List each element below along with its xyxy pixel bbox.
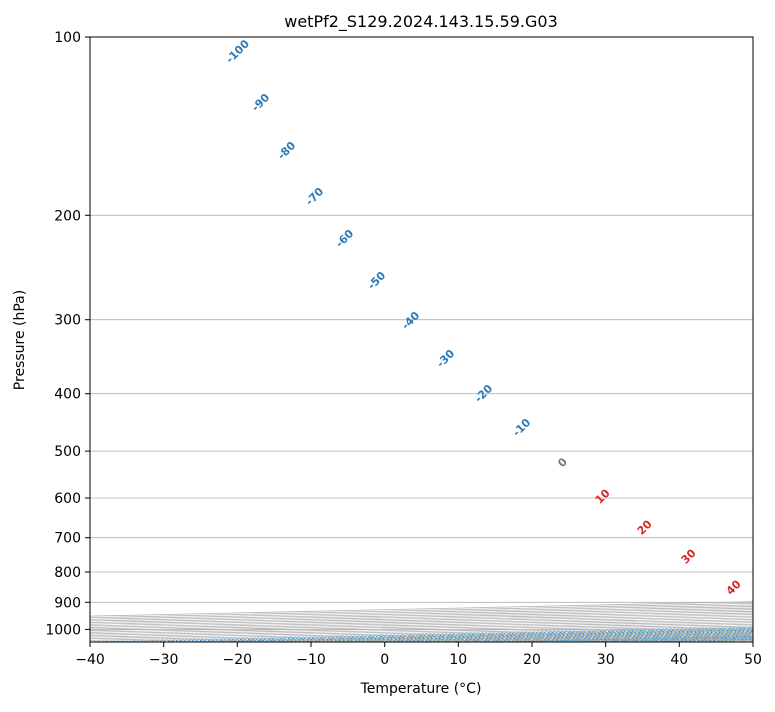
chart-title: wetPf2_S129.2024.143.15.59.G03 [284, 12, 558, 32]
y-axis-title: Pressure (hPa) [12, 290, 28, 390]
y-tick-label: 500 [54, 444, 81, 460]
x-axis-title: Temperature (°C) [360, 681, 482, 697]
x-tick-label: −40 [75, 652, 105, 668]
y-tick-label: 300 [54, 313, 81, 329]
x-tick-label: 50 [744, 652, 762, 668]
x-tick-label: −30 [149, 652, 179, 668]
y-tick-label: 1000 [45, 622, 81, 638]
x-tick-label: 20 [523, 652, 541, 668]
y-tick-label: 100 [54, 30, 81, 46]
x-tick-label: 40 [670, 652, 688, 668]
x-tick-label: −10 [296, 652, 326, 668]
y-tick-label: 600 [54, 491, 81, 507]
x-tick-label: 10 [449, 652, 467, 668]
x-tick-label: 30 [597, 652, 615, 668]
y-tick-label: 400 [54, 387, 81, 403]
y-tick-label: 900 [54, 595, 81, 611]
y-tick-label: 700 [54, 531, 81, 547]
y-tick-label: 200 [54, 208, 81, 224]
x-tick-label: 0 [380, 652, 389, 668]
x-tick-label: −20 [223, 652, 253, 668]
y-tick-label: 800 [54, 565, 81, 581]
